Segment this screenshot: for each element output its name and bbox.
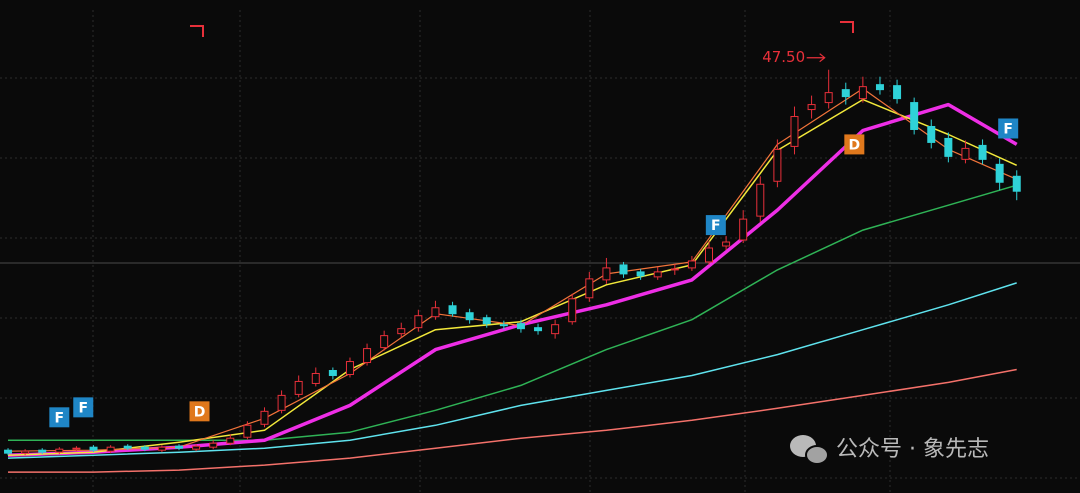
- candle-body: [841, 89, 850, 98]
- candle-body: [157, 446, 166, 451]
- candle-body: [858, 86, 867, 100]
- candle-body: [499, 324, 508, 327]
- candle-body: [568, 298, 577, 323]
- candle-body: [534, 327, 543, 332]
- candle-body: [380, 335, 389, 349]
- signal-label: F: [1003, 121, 1013, 137]
- candle-body: [21, 450, 30, 454]
- signal-label: F: [55, 410, 65, 426]
- candle-body: [807, 104, 816, 111]
- candle-body: [551, 324, 560, 335]
- candle-body: [773, 148, 782, 182]
- signal-label: D: [849, 137, 861, 153]
- candle-body: [294, 380, 303, 395]
- signal-badge: [73, 397, 94, 418]
- signal-badge: [49, 407, 70, 428]
- candle-body: [602, 267, 611, 281]
- candle-body: [670, 268, 679, 271]
- candle-body: [277, 394, 286, 411]
- candle-body: [243, 424, 252, 438]
- watermark-text: 公众号 · 象先志: [836, 437, 989, 462]
- candle-body: [311, 372, 320, 384]
- candle-body: [705, 247, 714, 263]
- candle-body: [824, 92, 833, 104]
- candle-body: [636, 271, 645, 277]
- candle-body: [978, 144, 987, 160]
- candle-body: [995, 163, 1004, 183]
- peak-arrow: [806, 53, 826, 63]
- candles: [4, 69, 1021, 456]
- grid: [0, 10, 1080, 493]
- candle-body: [106, 446, 115, 452]
- candle-body: [192, 445, 201, 450]
- candle-body: [140, 446, 149, 450]
- candle-body: [722, 241, 731, 247]
- candle-body: [516, 323, 525, 330]
- range-corner: [840, 21, 854, 33]
- wechat-icon: [805, 445, 829, 465]
- peak-label: 47.50: [762, 48, 805, 66]
- candle-body: [944, 137, 953, 157]
- candle-body: [414, 315, 423, 329]
- candle-body: [89, 446, 98, 451]
- signal-label: F: [78, 400, 88, 416]
- candle-body: [790, 116, 799, 147]
- candle-body: [927, 125, 936, 143]
- candle-body: [226, 437, 235, 444]
- candle-body: [4, 449, 13, 454]
- signal-badge: [705, 215, 726, 236]
- candle-body: [72, 447, 81, 450]
- candle-body: [619, 264, 628, 275]
- candle-body: [687, 260, 696, 269]
- candle-body: [397, 328, 406, 335]
- candle-body: [961, 147, 970, 160]
- candle-body: [893, 85, 902, 100]
- ma-line: [8, 184, 1017, 441]
- candle-body: [123, 445, 132, 449]
- candle-body: [756, 183, 765, 217]
- candle-body: [910, 102, 919, 130]
- candle-body: [482, 317, 491, 325]
- candle-body: [38, 449, 47, 453]
- candle-body: [431, 307, 440, 318]
- ma-lines: [7, 87, 1018, 473]
- candle-body: [260, 410, 269, 425]
- candle-body: [175, 445, 184, 449]
- candle-body: [875, 84, 884, 91]
- ma-line: [7, 102, 1018, 457]
- range-corner: [190, 25, 204, 37]
- signal-label: D: [194, 404, 206, 420]
- signal-label: F: [711, 218, 721, 234]
- candle-body: [363, 348, 372, 364]
- ma-line: [7, 282, 1017, 459]
- candle-body: [345, 361, 354, 375]
- watermark: 公众号 · 象先志: [790, 435, 989, 465]
- candle-body: [328, 369, 337, 376]
- candle-body: [465, 312, 474, 321]
- ma-line: [8, 368, 1017, 473]
- candle-body: [585, 278, 594, 299]
- signal-badge: [189, 401, 210, 422]
- candle-body: [1012, 175, 1021, 192]
- candle-body: [448, 305, 457, 315]
- ma-line: [7, 87, 1017, 452]
- ma-line: [7, 98, 1018, 456]
- candle-body: [209, 442, 218, 448]
- signal-badge: [998, 118, 1019, 139]
- candle-body: [653, 271, 662, 278]
- candle-body: [739, 218, 748, 241]
- signal-badge: [844, 134, 865, 155]
- candle-body: [55, 448, 64, 453]
